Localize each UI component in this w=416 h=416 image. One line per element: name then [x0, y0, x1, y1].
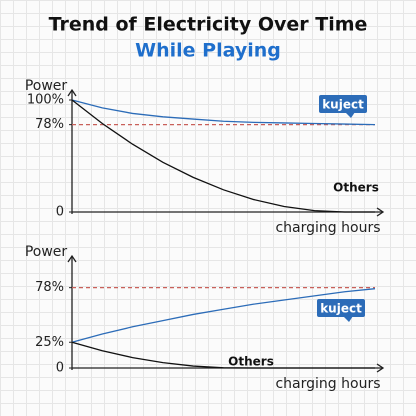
y-tick-label: 78%: [35, 117, 64, 132]
series-badge: [317, 299, 365, 317]
x-axis-label: charging hours: [275, 376, 380, 392]
series-label: Others: [333, 181, 379, 195]
series-line: [71, 99, 376, 126]
series-label: kuject: [320, 302, 362, 316]
series-badge: [319, 95, 367, 113]
y-tick-label: 78%: [35, 280, 64, 295]
series-line: [71, 341, 375, 369]
subtitle: While Playing: [135, 40, 281, 62]
series-label: Others: [228, 355, 274, 369]
series-line: [71, 288, 376, 343]
series-label: kuject: [322, 98, 364, 112]
y-tick-label: 0: [56, 205, 64, 220]
y-axis-label: Power: [25, 78, 68, 94]
y-tick-label: 25%: [35, 335, 64, 350]
series-line: [71, 99, 375, 213]
y-axis-arrow: [67, 88, 77, 97]
title: Trend of Electricity Over Time: [49, 14, 368, 36]
y-axis-arrow: [67, 254, 77, 263]
y-axis-label: Power: [25, 244, 68, 260]
x-axis-label: charging hours: [275, 220, 380, 236]
series-badge-pointer: [343, 316, 353, 322]
y-tick-label: 0: [56, 361, 64, 376]
series-badge-pointer: [345, 112, 355, 118]
x-axis-arrow: [376, 207, 385, 217]
y-tick-label: 100%: [27, 93, 64, 108]
x-axis-arrow: [376, 363, 385, 373]
